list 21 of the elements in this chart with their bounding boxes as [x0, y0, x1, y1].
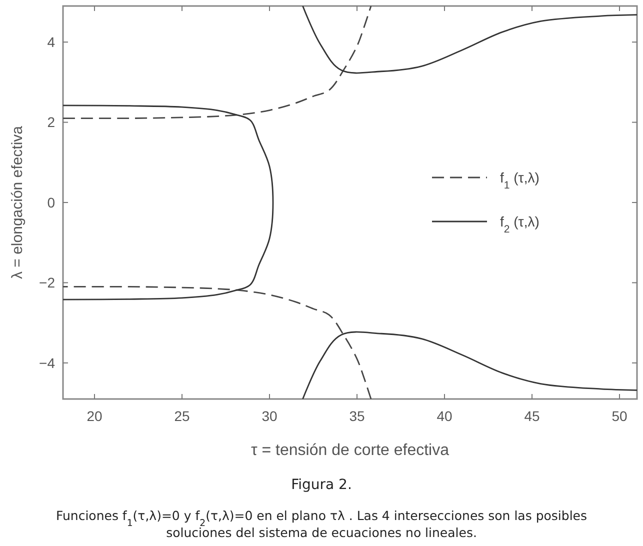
line-series — [63, 104, 274, 300]
x-tick-label: 40 — [436, 408, 452, 424]
y-tick-label: 0 — [47, 194, 56, 210]
y-tick-label: 4 — [47, 34, 56, 50]
y-tick-label: −4 — [39, 354, 56, 371]
x-axis-title: τ = tensión de corte efectiva — [251, 442, 450, 459]
line-series — [63, 286, 372, 399]
x-tick-label: 45 — [524, 408, 540, 424]
x-tick-label: 25 — [174, 408, 190, 424]
x-tick-label: 50 — [612, 408, 628, 424]
y-axis-title: λ = elongación efectiva — [9, 125, 26, 280]
y-tick-label: −2 — [39, 274, 56, 291]
x-tick-label: 20 — [86, 408, 102, 424]
line-series — [63, 6, 372, 120]
x-tick-label: 30 — [262, 408, 278, 424]
text: Funciones f$_{1}$(τ,λ)=0 y f$_{2}$(τ,λ)=0 en el plano τλ . Las 4 intersecciones son las posibles soluciones del sistema de ecuaciones no lineales. — [56, 508, 588, 540]
legend-label: f$_{2}$ (τ,λ) — [500, 213, 540, 236]
y-tick-label: 2 — [47, 114, 56, 130]
text: Figura 2. — [291, 477, 352, 493]
legend-label: f$_{1}$ (τ,λ) — [500, 169, 540, 192]
x-tick-label: 35 — [349, 408, 365, 424]
